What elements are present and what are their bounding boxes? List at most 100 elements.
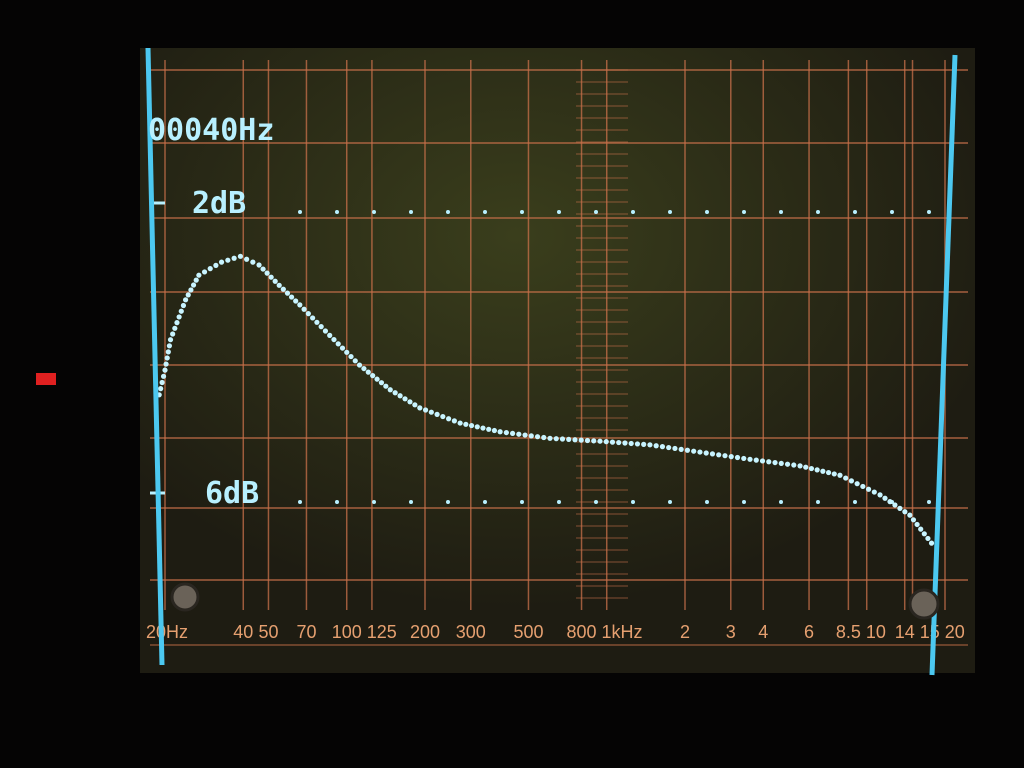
screw-right	[908, 588, 940, 620]
trace-point	[887, 499, 893, 505]
marker-dot	[631, 500, 635, 504]
x-tick-label: 125	[367, 622, 397, 642]
trace-point	[407, 399, 413, 405]
frequency-readout: 00040Hz	[148, 113, 274, 148]
trace-point	[678, 446, 684, 452]
x-tick-label: 10	[866, 622, 886, 642]
trace-point	[778, 460, 784, 467]
trace-point	[825, 469, 832, 476]
trace-point	[412, 402, 418, 408]
trace-point	[268, 274, 274, 280]
trace-point	[365, 369, 371, 375]
trace-point	[566, 436, 572, 442]
trace-point	[160, 373, 167, 379]
trace-point	[848, 478, 855, 484]
marker-dot	[742, 210, 746, 214]
marker-dot	[816, 500, 820, 504]
trace-point	[201, 269, 208, 275]
trace-point	[921, 531, 927, 537]
trace-point	[691, 448, 697, 454]
trace-point	[288, 294, 295, 300]
trace-point	[486, 426, 492, 432]
trace-point	[653, 443, 659, 449]
trace-point	[468, 422, 475, 429]
trace-point	[803, 464, 809, 470]
screw-left	[170, 582, 200, 612]
trace-point	[213, 262, 219, 268]
cursor-left[interactable]	[145, 47, 165, 666]
trace-point	[180, 302, 187, 309]
trace-point	[541, 434, 547, 441]
trace-point	[516, 431, 522, 437]
marker-dot	[779, 500, 783, 504]
trace-point	[167, 337, 174, 343]
x-tick-label: 800	[567, 622, 597, 642]
trace-point	[397, 393, 403, 399]
marker-dot	[298, 500, 302, 504]
marker-dot	[409, 500, 413, 504]
trace-point	[164, 355, 170, 361]
marker-dot	[372, 500, 376, 504]
trace-point	[772, 459, 778, 466]
trace-point	[871, 489, 877, 495]
trace-point	[305, 311, 311, 317]
trace-point	[503, 429, 509, 436]
trace-point	[422, 407, 429, 413]
trace-point	[497, 429, 503, 435]
trace-point	[722, 453, 728, 459]
trace-point	[709, 451, 716, 457]
trace-point	[256, 262, 262, 268]
cursor-right[interactable]	[929, 54, 958, 676]
trace-point	[348, 353, 354, 360]
trace-point	[647, 442, 653, 448]
trace-point	[684, 447, 691, 453]
trace-point	[843, 475, 849, 481]
trace-point	[402, 396, 408, 402]
level-markers: 2dB 6dB	[150, 186, 931, 511]
trace-point	[276, 282, 282, 288]
trace-point	[463, 421, 469, 427]
x-tick-label: 40	[233, 622, 253, 642]
trace-point	[616, 439, 622, 446]
trace-point	[301, 306, 307, 312]
trace-point	[741, 455, 747, 462]
trace-point	[207, 266, 213, 272]
trace-point	[584, 437, 591, 444]
trace-point	[759, 458, 766, 464]
x-tick-label: 6	[804, 622, 814, 642]
trace-point	[534, 434, 541, 440]
trace-point	[344, 349, 350, 355]
marker-dot	[594, 210, 598, 214]
trace-point	[766, 459, 772, 465]
marker-dot	[816, 210, 820, 214]
trace-point	[902, 509, 908, 515]
trace-point	[791, 462, 797, 468]
x-tick-label: 1kHz	[602, 622, 643, 642]
trace-point	[837, 472, 843, 478]
trace-point	[196, 272, 202, 278]
x-tick-label: 15	[920, 622, 940, 642]
trace-point	[609, 439, 616, 445]
trace-point	[260, 266, 266, 272]
trace-point	[509, 430, 516, 437]
trace-point	[451, 418, 457, 424]
trace-point	[176, 314, 182, 320]
trace-point	[335, 341, 341, 347]
trace-point	[318, 324, 324, 330]
trace-point	[272, 278, 278, 284]
trace-point	[182, 297, 189, 303]
trace-point	[491, 427, 498, 434]
trace-point	[547, 435, 553, 441]
trace-point	[185, 292, 191, 298]
trace-point	[734, 454, 741, 461]
marker-dot	[372, 210, 376, 214]
trace-point	[374, 376, 380, 382]
trace-point	[634, 441, 641, 447]
trace-point	[559, 436, 566, 442]
trace-point	[159, 379, 165, 386]
x-tick-label: 300	[456, 622, 486, 642]
marker-dot	[779, 210, 783, 214]
trace-point	[225, 257, 231, 263]
response-trace	[156, 253, 935, 546]
